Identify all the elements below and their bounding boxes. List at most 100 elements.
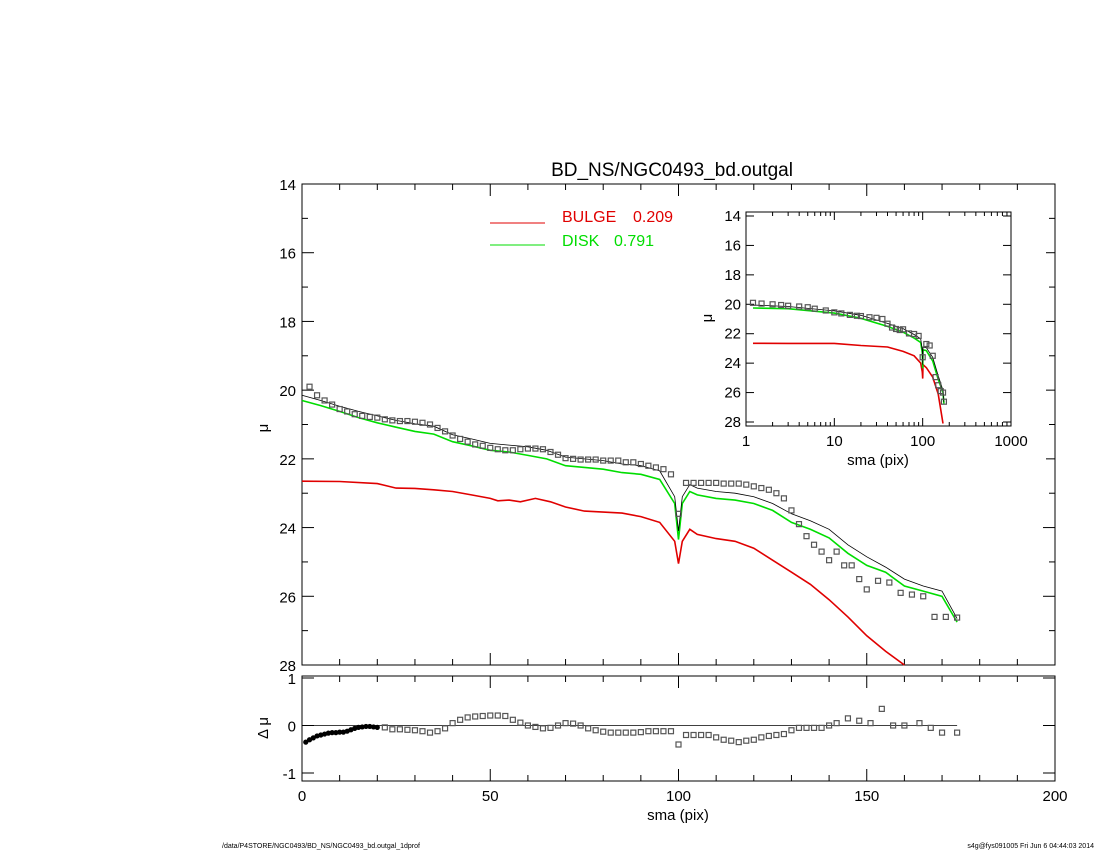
main-y-tick-label: 14: [279, 177, 296, 194]
main-data-point: [788, 507, 795, 514]
residual-data-point: [765, 732, 772, 740]
main-data-point: [389, 417, 396, 424]
main-data-point: [457, 435, 464, 443]
residual-data-point: [622, 729, 629, 736]
main-y-tick-label: 22: [279, 452, 296, 469]
residual-x-tick-label: 50: [482, 788, 499, 805]
main-axis-ticks: 14 16 18 20 22 24 26 28: [279, 177, 1056, 675]
main-data-point: [547, 448, 554, 456]
inset-data-point: [915, 332, 922, 340]
inset-y-tick-label: 14: [724, 208, 741, 225]
residual-data-point: [927, 724, 934, 731]
residual-data-point: [494, 712, 501, 719]
residual-data-point: [337, 729, 343, 735]
legend-disk-value: 0.791: [614, 233, 654, 250]
inset-series-group: [749, 299, 948, 424]
inset-data-point: [785, 302, 792, 309]
main-data-point: [810, 541, 818, 548]
inset-data-point: [879, 315, 886, 323]
residual-data-point: [713, 734, 720, 741]
residual-data-point: [532, 723, 539, 731]
inset-x-tick-label: 10: [826, 433, 843, 450]
main-data-point: [381, 416, 388, 423]
inset-data-point: [923, 340, 930, 348]
inset-data-point: [873, 314, 880, 321]
residual-data-point: [329, 730, 335, 736]
main-data-point: [487, 444, 494, 451]
main-data-point: [645, 462, 652, 469]
residual-data-point: [389, 726, 396, 733]
residual-data-point: [509, 716, 516, 723]
residual-y-tick-label: -1: [283, 766, 296, 783]
main-data-point: [803, 533, 810, 540]
main-data-point: [886, 579, 893, 586]
inset-data-point: [758, 300, 765, 307]
main-data-point: [660, 466, 667, 473]
residual-data-point: [780, 730, 788, 738]
inset-data-point: [804, 304, 811, 311]
main-y-tick-label: 18: [279, 314, 296, 331]
main-data-point: [818, 548, 825, 555]
residual-data-point: [705, 731, 712, 739]
residual-data-point: [562, 720, 569, 727]
main-y-tick-label: 24: [279, 521, 296, 538]
main-series-2-line: [301, 394, 958, 619]
residual-series-group: [303, 705, 961, 748]
residual-data-point: [645, 728, 652, 735]
main-data-point: [825, 557, 833, 564]
residual-data-point: [569, 720, 577, 727]
main-data-point: [524, 445, 532, 452]
residual-x-tick-label: 150: [854, 788, 879, 805]
residual-data-point: [487, 712, 494, 719]
main-data-point: [336, 405, 343, 413]
residual-data-point: [607, 729, 614, 736]
main-data-point: [954, 614, 961, 621]
legend-bulge-value: 0.209: [633, 209, 673, 226]
main-data-point: [765, 486, 772, 493]
inset-data-point: [888, 324, 896, 331]
residual-data-point: [690, 731, 697, 739]
main-data-point: [562, 455, 569, 462]
main-data-point: [863, 586, 870, 593]
inset-data-point: [866, 314, 873, 321]
main-data-point: [426, 421, 434, 428]
residual-data-point: [682, 731, 690, 739]
inset-data-point: [926, 342, 933, 349]
inset-data-point: [919, 354, 926, 361]
residual-data-point: [825, 722, 833, 729]
main-data-point: [705, 479, 712, 487]
residual-data-point: [479, 712, 486, 720]
residual-y-tick-label: 1: [288, 671, 296, 688]
main-data-point: [404, 417, 411, 425]
inset-data-point: [892, 325, 900, 333]
residual-y-tick-label: 0: [288, 719, 296, 736]
main-data-point: [652, 464, 660, 471]
residual-data-point: [449, 720, 456, 727]
main-data-point: [773, 490, 780, 497]
inset-data-point: [811, 305, 818, 312]
inset-data-point: [929, 352, 936, 359]
residual-x-tick-label: 200: [1042, 788, 1067, 805]
residual-data-point: [652, 728, 660, 735]
main-disk-line: [301, 399, 958, 623]
inset-y-tick-label: 18: [724, 267, 741, 284]
main-data-point: [359, 412, 366, 420]
main-data-point: [758, 484, 765, 492]
main-data-point: [920, 593, 927, 600]
main-data-point: [743, 481, 750, 488]
inset-data-point: [899, 326, 907, 333]
main-data-point: [494, 446, 501, 453]
residual-data-point: [517, 719, 524, 726]
main-data-point: [615, 457, 622, 464]
main-data-point: [351, 411, 358, 418]
residual-data-point: [404, 726, 411, 733]
inset-data-point: [932, 374, 939, 381]
legend-disk-name: DISK: [562, 233, 600, 250]
residual-y-axis-label: Δ μ: [255, 717, 272, 739]
residual-data-point: [592, 727, 599, 734]
main-data-point: [306, 383, 313, 390]
main-data-point: [908, 591, 916, 598]
inset-data-point: [838, 310, 845, 317]
